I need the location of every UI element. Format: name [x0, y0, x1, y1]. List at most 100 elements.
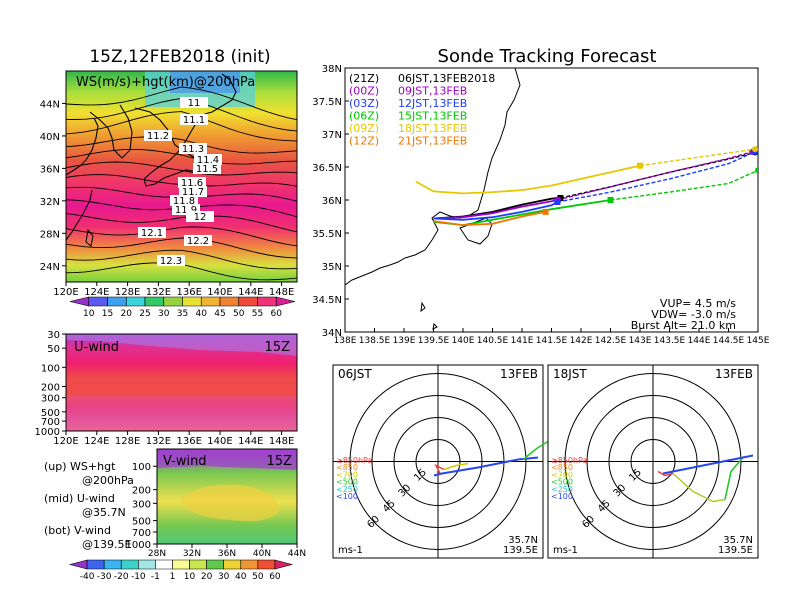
ws-map-frame	[65, 70, 298, 283]
tracking-title: Sonde Tracking Forecast	[438, 46, 657, 67]
contour-label: 11.5	[196, 164, 218, 175]
tracking-lon-label: 144E	[688, 336, 711, 346]
ws-colorbar-label: 40	[196, 309, 208, 319]
map-lon-tick-label: 132E	[146, 287, 171, 298]
honshu-coastline	[345, 68, 521, 286]
u-wind-pressure-label: 50	[47, 344, 60, 355]
tracking-lon-label: 142.5E	[595, 336, 627, 346]
hodograph-pressure-legend: <700	[336, 470, 358, 479]
hodograph-lat: 35.7N	[508, 535, 538, 546]
tracking-lon-label: 143E	[629, 336, 652, 346]
uv-colorbar-label: 1	[170, 572, 176, 582]
contour-label: 12.1	[141, 228, 163, 239]
contour-label-bg	[138, 227, 166, 238]
map-lon-tick-label: 140E	[207, 287, 232, 298]
uv-colorbar-swatch	[68, 559, 88, 570]
uv-colorbar-swatch	[172, 559, 190, 570]
v-wind-upper-band	[157, 449, 297, 470]
v-wind-pressure-label: 1000	[126, 540, 151, 551]
height-contour	[66, 237, 297, 259]
launch-utc: (03Z)	[349, 97, 379, 110]
tracking-lat-ticks: 38N 37.5N 37N 36.5N 36N 35.5N 35N 34.5N 34N	[312, 64, 349, 339]
tracking-panel: 38N 37.5N 37N 36.5N 36N 35.5N 35N 34.5N 34N 138E…	[312, 64, 769, 346]
track-ascent	[415, 164, 641, 195]
tracking-lat-label: 34.5N	[312, 295, 342, 306]
v-wind-core	[180, 484, 280, 522]
map-lon-tick-label: 136E	[176, 287, 201, 298]
u-wind-pressure-label: 100	[41, 363, 60, 374]
uv-colorbar-swatch	[240, 559, 259, 570]
tracking-lon-label: 143.5E	[654, 336, 686, 346]
contour-label: 11.3	[182, 144, 204, 155]
taiwan-coastline	[85, 228, 94, 247]
uv-colorbar-label: -20	[114, 572, 129, 582]
hodograph-time: 18JST	[553, 367, 587, 381]
u-wind-label: U-wind	[74, 340, 119, 355]
launch-jst: 09JST,13FEB	[398, 85, 467, 98]
uv-colorbar-label: 40	[235, 572, 247, 582]
track-ascent	[433, 211, 546, 227]
map-lat-ticks: 44N 40N 36N 32N 28N 24N	[40, 99, 66, 273]
launch-jst: 06JST,13FEB2018	[398, 72, 495, 85]
burst-marker	[637, 162, 643, 169]
uv-colorbar-swatch	[257, 559, 276, 570]
v-wind-pressure-label: 100	[132, 462, 151, 473]
landing-marker	[755, 167, 758, 174]
ws-colorbar-swatch	[182, 296, 202, 307]
u-wind-pressure-label: 30	[47, 330, 60, 341]
ws-colorbar-label: 25	[139, 309, 150, 319]
ws-colorbar-swatch	[144, 296, 165, 307]
ws-colorbar-swatch	[238, 296, 258, 307]
track-descent	[610, 169, 758, 201]
hodograph-pressure-legend: <500	[551, 478, 573, 487]
contour-label: 11	[188, 98, 201, 109]
tracking-lat-label: 38N	[322, 64, 342, 75]
track-descent	[557, 151, 756, 203]
map-lon-tick-label: 148E	[269, 287, 294, 298]
launch-jst: 21JST,13FEB	[398, 135, 467, 148]
height-contour	[66, 161, 297, 176]
burst-marker	[554, 198, 561, 205]
u-wind-lon-label: 124E	[84, 436, 109, 447]
u-wind-lon-label: 120E	[53, 436, 78, 447]
burst-marker	[607, 197, 614, 203]
hodograph-trace-mid	[443, 462, 469, 471]
u-wind-lon-label: 132E	[146, 436, 171, 447]
v-wind-lat-ticks: 28N 32N 36N 40N 44N	[148, 544, 306, 559]
hodograph-trace-upper	[662, 454, 754, 475]
tracking-lon-label: 138E	[334, 336, 357, 346]
launch-utc: (06Z)	[349, 110, 379, 123]
contour-label-bg	[186, 211, 214, 222]
contour-label: 12.3	[160, 256, 182, 267]
u-wind-pressure-label: 700	[41, 417, 60, 428]
hodograph-pressure-legend: <250	[551, 485, 573, 494]
tracking-lat-label: 36N	[322, 196, 342, 207]
ws-colorbar-label: 10	[83, 309, 95, 319]
launch-utc: (21Z)	[349, 72, 379, 85]
u-wind-lon-label: 136E	[176, 436, 201, 447]
contour-label-bg	[172, 204, 200, 215]
launch-jst: 18JST,13FEB	[398, 122, 467, 135]
uv-colorbar: -40 -30 -20 -10 -1 1 10 20 30 40 50 60	[68, 559, 294, 582]
contour-label-bg	[184, 235, 212, 246]
ws-colorbar: 10 15 20 25 30 35 40 45 50 55 60	[69, 296, 296, 319]
contour-label: 11.4	[197, 155, 219, 166]
uv-colorbar-label: 50	[252, 572, 264, 582]
map-lat-tick-label: 28N	[40, 229, 60, 240]
legend-line-6: @139.5E	[82, 538, 131, 551]
map-lat-tick-label: 44N	[40, 99, 60, 110]
v-wind-lat-label: 32N	[183, 549, 201, 559]
contour-label-bg	[179, 186, 207, 197]
hodograph-pressure-legend: <850	[336, 463, 358, 472]
ws-colorbar-label: 45	[214, 309, 225, 319]
hodograph-pressure-legend: <700	[551, 470, 573, 479]
u-wind-lon-label: 144E	[238, 436, 263, 447]
hodograph-pressure-legend: <250	[336, 485, 358, 494]
track-descent	[560, 151, 756, 199]
height-contour	[66, 213, 297, 233]
uv-colorbar-swatch	[86, 559, 105, 570]
height-contour	[66, 249, 297, 270]
